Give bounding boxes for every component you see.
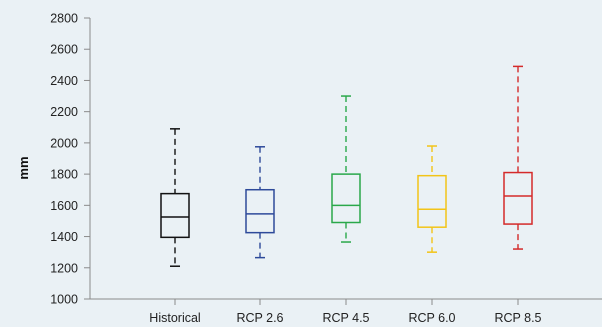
y-tick-label: 1200 — [50, 261, 78, 275]
iqr-box — [331, 173, 361, 224]
y-tick-label: 2600 — [50, 43, 78, 57]
box-rcp-6-0 — [417, 145, 447, 253]
iqr-box — [160, 192, 190, 239]
box-rcp-2-6 — [245, 146, 275, 259]
iqr-box — [245, 188, 275, 234]
x-tick-label: Historical — [149, 311, 200, 325]
x-tick-label: RCP 6.0 — [408, 311, 455, 325]
y-tick-label: 2200 — [50, 105, 78, 119]
y-ticks: 1000 1200 1400 1600 1800 2000 2200 2400 2600 2800 — [50, 12, 90, 307]
box-rcp-4-5 — [331, 95, 361, 243]
y-axis-label: mm — [16, 156, 31, 179]
boxes — [160, 65, 533, 267]
y-tick-label: 1800 — [50, 168, 78, 182]
y-tick-label: 2000 — [50, 136, 78, 150]
box-rcp-8-5 — [503, 65, 533, 250]
iqr-box — [503, 171, 533, 225]
y-tick-label: 1000 — [50, 293, 78, 307]
y-tick-label: 2400 — [50, 74, 78, 88]
x-ticks: Historical RCP 2.6 RCP 4.5 RCP 6.0 RCP 8.5 — [149, 299, 542, 325]
x-tick-label: RCP 2.6 — [236, 311, 283, 325]
y-tick-label: 2800 — [50, 12, 78, 26]
iqr-box — [417, 174, 447, 228]
x-tick-label: RCP 4.5 — [322, 311, 369, 325]
x-tick-label: RCP 8.5 — [494, 311, 541, 325]
y-tick-label: 1400 — [50, 230, 78, 244]
y-tick-label: 1600 — [50, 199, 78, 213]
box-historical — [160, 128, 190, 267]
